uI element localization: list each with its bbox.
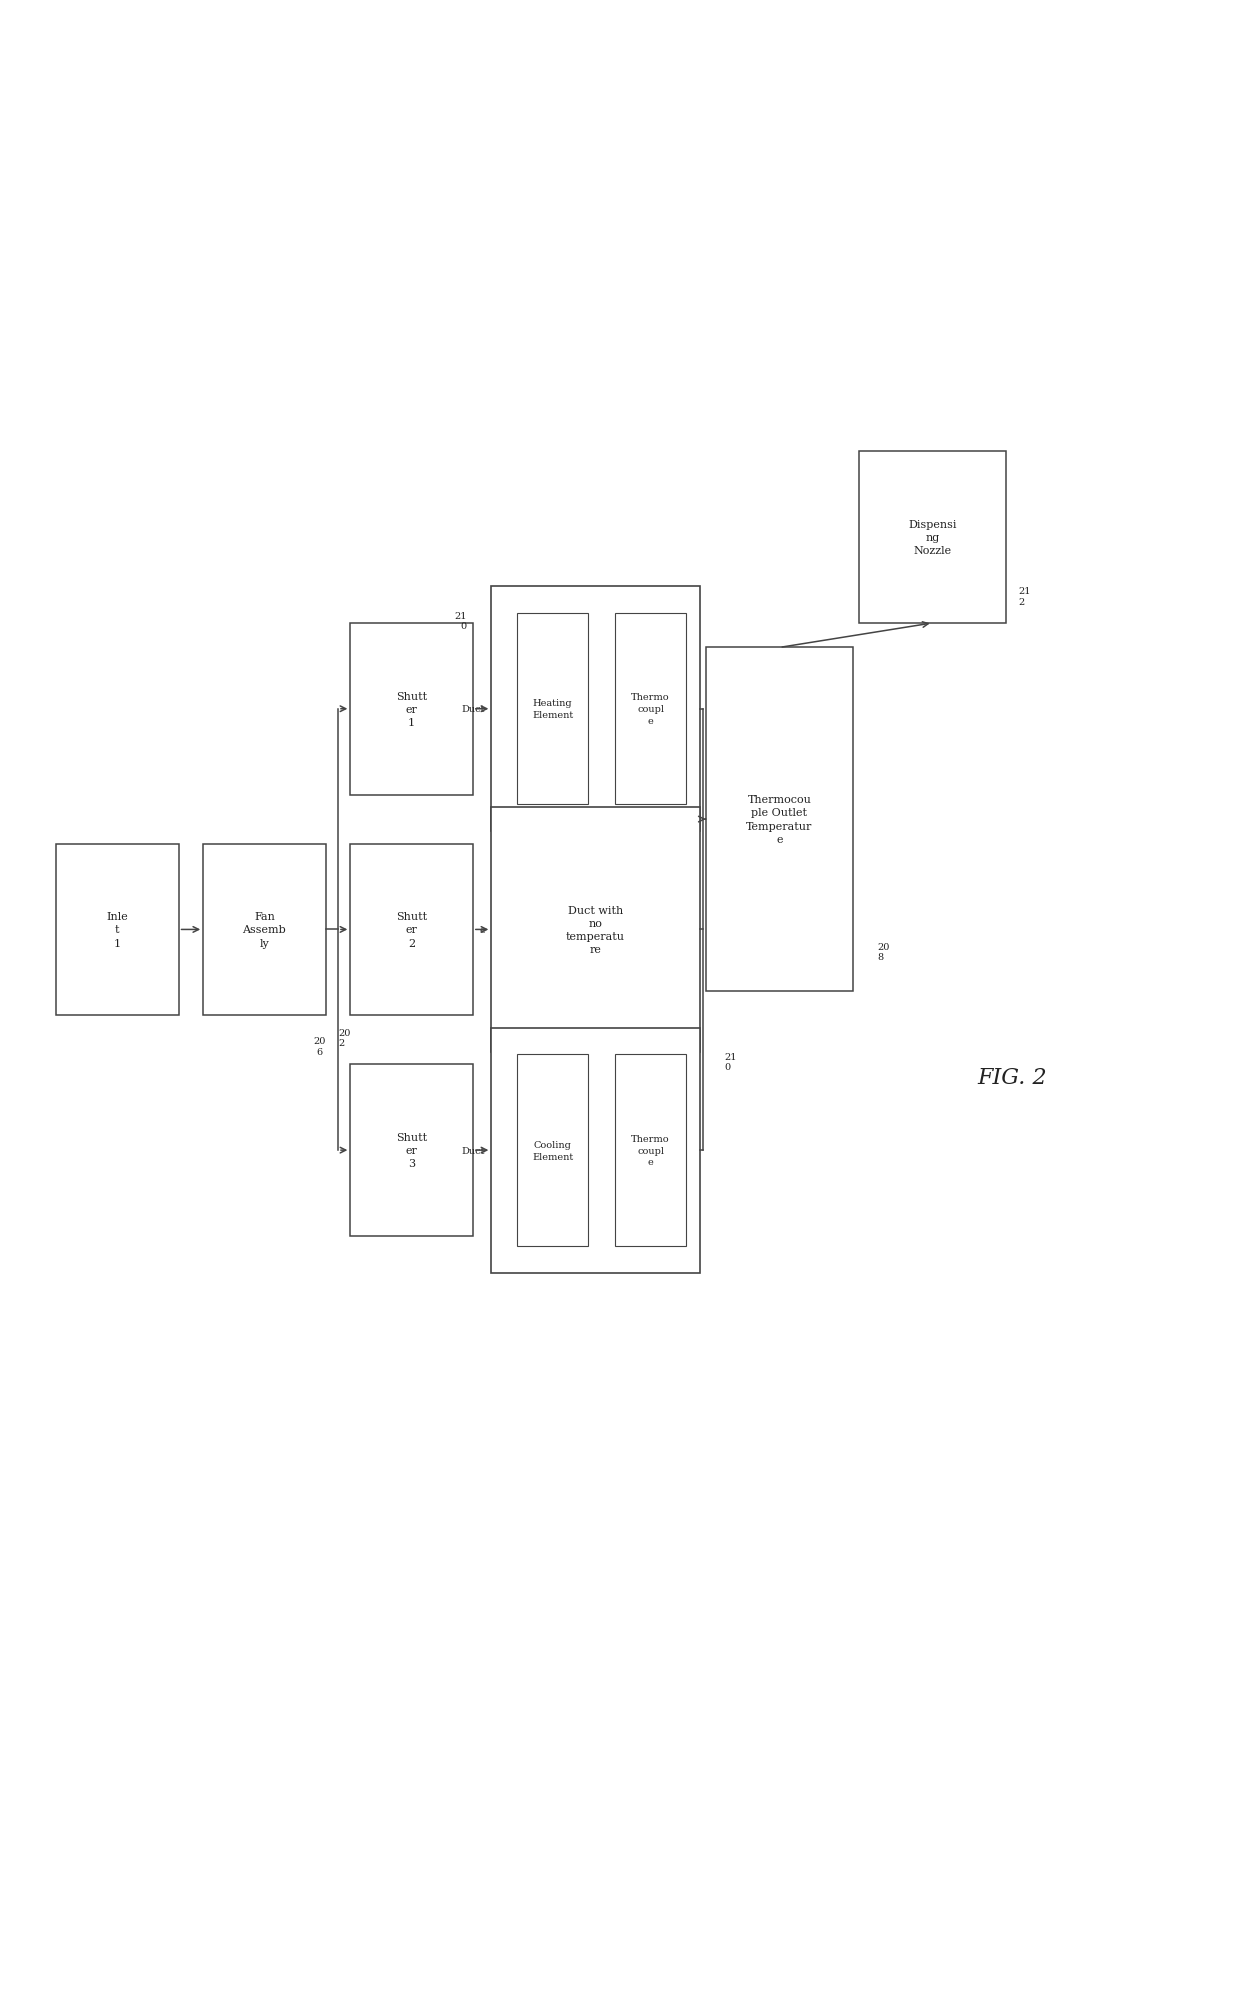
Bar	[706, 648, 853, 991]
Text: Duct with
no
temperatu
re: Duct with no temperatu re	[565, 905, 625, 955]
Text: Duct: Duct	[461, 1146, 485, 1156]
Text: Shutt
er
3: Shutt er 3	[396, 1132, 427, 1168]
Text: Shutt
er
2: Shutt er 2	[396, 911, 427, 947]
Text: Heating
Element: Heating Element	[532, 698, 573, 721]
Bar	[350, 624, 472, 795]
Bar	[203, 845, 326, 1016]
Text: Cooling
Element: Cooling Element	[532, 1140, 573, 1160]
Bar	[491, 586, 699, 833]
Bar	[859, 452, 1006, 624]
Text: e: e	[480, 925, 485, 935]
Bar	[615, 614, 686, 805]
Text: 21
2: 21 2	[1018, 586, 1030, 606]
Text: 20
2: 20 2	[339, 1028, 351, 1048]
Bar	[350, 845, 472, 1016]
Text: Thermocou
ple Outlet
Temperatur
e: Thermocou ple Outlet Temperatur e	[746, 795, 812, 845]
Bar	[615, 1056, 686, 1246]
Text: Inle
t
1: Inle t 1	[107, 911, 128, 947]
Text: 21
0: 21 0	[454, 612, 466, 630]
Bar	[517, 1056, 588, 1246]
Text: 20
6: 20 6	[314, 1038, 326, 1056]
Bar	[517, 614, 588, 805]
Bar	[491, 1028, 699, 1272]
Text: 20
8: 20 8	[878, 941, 890, 961]
Text: Duct: Duct	[461, 704, 485, 714]
Text: Thermo
coupl
e: Thermo coupl e	[631, 1134, 670, 1166]
Text: Fan
Assemb
ly: Fan Assemb ly	[243, 911, 286, 947]
Bar	[350, 1066, 472, 1236]
Text: 21
0: 21 0	[724, 1052, 737, 1072]
Text: Dispensi
ng
Nozzle: Dispensi ng Nozzle	[909, 520, 957, 556]
Text: Shutt
er
1: Shutt er 1	[396, 690, 427, 729]
Bar	[56, 845, 179, 1016]
Bar	[491, 807, 699, 1052]
Text: FIG. 2: FIG. 2	[977, 1066, 1047, 1088]
Text: Thermo
coupl
e: Thermo coupl e	[631, 692, 670, 727]
